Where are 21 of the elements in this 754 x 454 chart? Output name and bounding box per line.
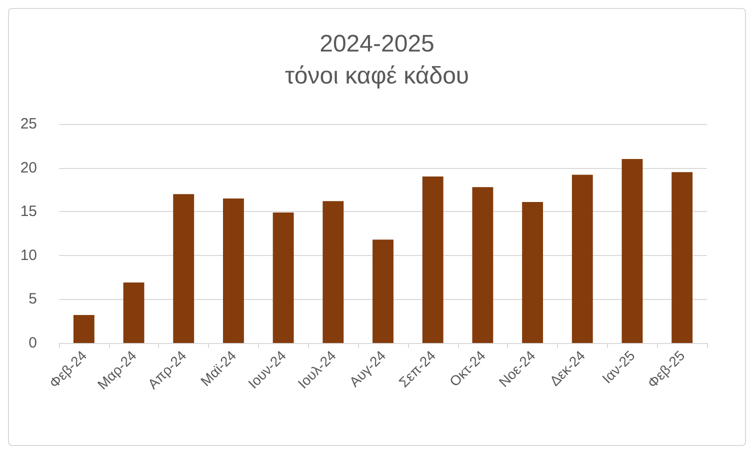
y-tick-label: 10 xyxy=(20,246,37,264)
y-tick-label: 15 xyxy=(20,203,37,220)
y-tick-label: 25 xyxy=(20,116,37,132)
bar xyxy=(672,172,693,343)
bar xyxy=(123,282,144,343)
bar xyxy=(222,198,244,343)
bar xyxy=(73,314,94,343)
bar xyxy=(422,176,444,343)
y-tick-label: 20 xyxy=(20,159,37,176)
y-tick-label: 5 xyxy=(28,290,37,308)
y-tick-label: 0 xyxy=(28,334,37,352)
bar xyxy=(572,174,593,343)
bar xyxy=(173,194,194,343)
bar xyxy=(622,159,643,343)
chart-subtitle: τόνοι καφέ κάδου xyxy=(284,62,470,90)
chart-title: 2024-2025 xyxy=(320,30,434,58)
bar xyxy=(372,240,394,343)
bar xyxy=(522,202,544,343)
bar xyxy=(472,187,494,343)
bar xyxy=(272,212,294,343)
bar xyxy=(322,201,344,343)
